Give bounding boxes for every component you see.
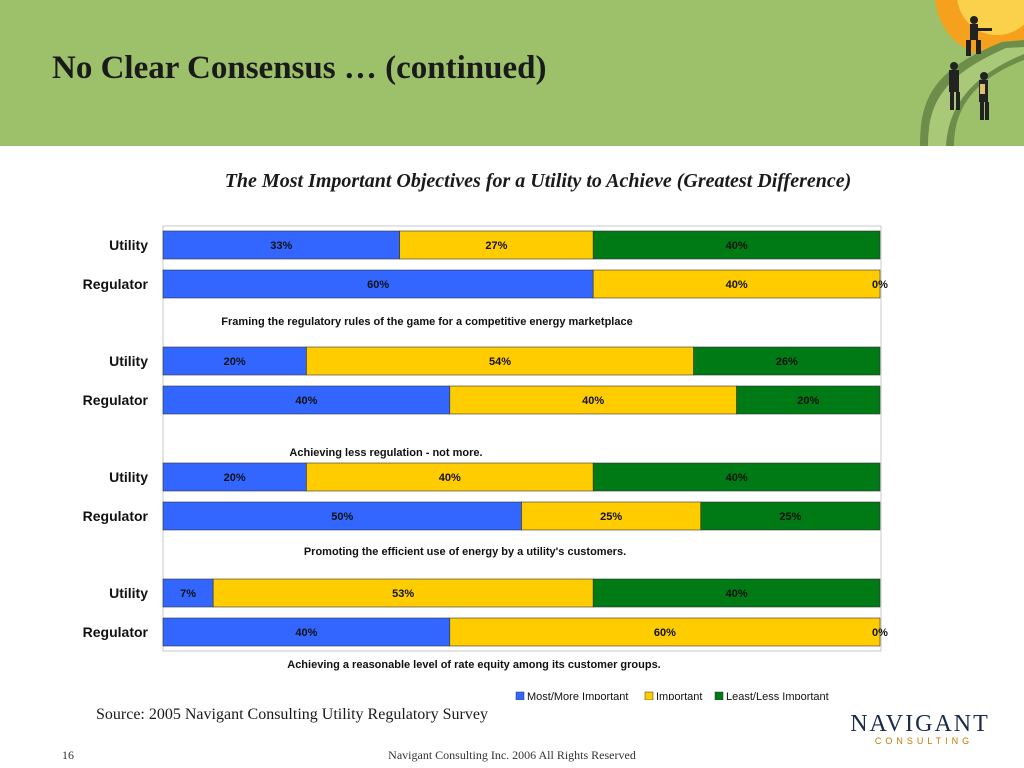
legend-swatch: [644, 691, 654, 700]
category-label: Regulator: [83, 508, 149, 524]
data-label: 20%: [797, 395, 819, 407]
bar-segment: [592, 578, 881, 608]
bar-segment: [449, 385, 737, 415]
category-label: Regulator: [83, 392, 149, 408]
bar-segment: [306, 462, 594, 492]
data-label: 0%: [872, 279, 888, 291]
data-label: 40%: [726, 240, 748, 252]
data-label: 20%: [224, 472, 246, 484]
data-label: 40%: [295, 395, 317, 407]
data-label: 0%: [872, 627, 888, 639]
stacked-bar-chart: Utility 33% 27% 40% Regulator 60% 40% 0% Framing…: [83, 225, 888, 700]
slide-title: No Clear Consensus … (continued): [52, 50, 547, 86]
bar-segment: [162, 501, 522, 531]
group-label: Achieving less regulation - not more.: [289, 447, 482, 459]
category-label: Utility: [109, 469, 148, 485]
data-label: 26%: [776, 356, 798, 368]
bar-segment: [399, 230, 594, 260]
bar-segment: [592, 230, 881, 260]
category-label: Utility: [109, 585, 148, 601]
data-label: 40%: [439, 472, 461, 484]
data-label: 50%: [331, 511, 353, 523]
data-label: 54%: [489, 356, 511, 368]
group-label: Framing the regulatory rules of the game…: [221, 316, 632, 328]
data-label: 7%: [180, 588, 196, 600]
data-label: 27%: [485, 240, 507, 252]
bar-segment: [212, 578, 594, 608]
data-label: 40%: [726, 472, 748, 484]
bar-segment: [592, 269, 881, 299]
bar-segment: [693, 346, 881, 376]
category-label: Regulator: [83, 624, 149, 640]
category-label: Regulator: [83, 276, 149, 292]
bar-segment: [162, 269, 594, 299]
data-label: 20%: [224, 356, 246, 368]
category-label: Utility: [109, 353, 148, 369]
bar-segment: [521, 501, 702, 531]
data-label: 25%: [779, 511, 801, 523]
navigant-logo: NAVIGANT CONSULTING: [850, 711, 990, 746]
data-label: 40%: [726, 588, 748, 600]
bar-segment: [162, 578, 214, 608]
legend-swatch: [515, 691, 525, 700]
data-label: 40%: [726, 279, 748, 291]
group-label: Promoting the efficient use of energy by…: [304, 546, 626, 558]
bar-segment: [449, 617, 881, 647]
legend-label: Least/Less Important: [726, 691, 829, 700]
group-label: Achieving a reasonable level of rate equ…: [287, 659, 661, 671]
legend-label: Important: [656, 691, 702, 700]
data-label: 33%: [270, 240, 292, 252]
copyright-note: Navigant Consulting Inc. 2006 All Rights…: [388, 748, 636, 762]
data-label: 40%: [582, 395, 604, 407]
data-label: 53%: [392, 588, 414, 600]
legend-swatch: [714, 691, 724, 700]
logo-sub: CONSULTING: [875, 736, 973, 746]
data-label: 60%: [367, 279, 389, 291]
path-walkers-illustration: [912, 0, 1024, 146]
bar-segment: [162, 230, 400, 260]
data-label: 25%: [600, 511, 622, 523]
data-label: 60%: [654, 627, 676, 639]
data-label: 40%: [295, 627, 317, 639]
page-number: 16: [62, 748, 74, 762]
source-note: Source: 2005 Navigant Consulting Utility…: [96, 706, 488, 723]
bar-segment: [736, 385, 881, 415]
bar-segment: [162, 385, 451, 415]
bar-segment: [306, 346, 694, 376]
header-band: [0, 0, 1024, 146]
legend-label: Most/More Important: [527, 691, 628, 700]
bar-segment: [700, 501, 881, 531]
logo-word: NAVIGANT: [850, 711, 990, 737]
chart-title: The Most Important Objectives for a Util…: [224, 170, 852, 192]
bar-segment: [162, 462, 307, 492]
bar-segment: [162, 346, 307, 376]
category-label: Utility: [109, 237, 148, 253]
bar-segment: [592, 462, 881, 492]
